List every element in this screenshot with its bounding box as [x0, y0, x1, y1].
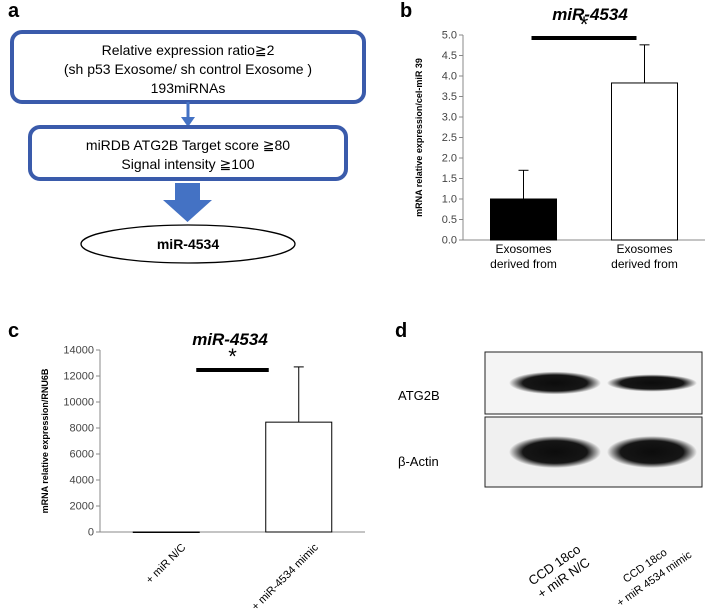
panel-label-c: c: [8, 320, 20, 342]
chart-title: miR-4534: [192, 330, 268, 349]
bar-2: [611, 82, 678, 241]
flow-box-2-line1: miRDB ATG2B Target score ≧80: [86, 137, 290, 153]
y-tick-label: 2.5: [442, 132, 457, 144]
y-tick-label: 10000: [63, 397, 94, 409]
flowchart-a: Relative expression ratio≧2 (sh p53 Exos…: [10, 30, 366, 264]
band-row2-lane2: [607, 436, 697, 468]
y-tick-label: 4.5: [442, 50, 457, 62]
flow-down-arrow: [163, 183, 212, 222]
y-tick-label: 0: [88, 527, 94, 539]
flow-box-2: [28, 125, 348, 181]
y-tick-label: 6000: [70, 449, 94, 461]
band-row2-lane1: [509, 436, 601, 468]
western-blot-d: ATG2B β-Actin CCD 18co + miR N/C CCD 18c…: [398, 351, 703, 609]
y-tick-label: 4.0: [442, 71, 457, 83]
y-tick-label: 3.0: [442, 112, 457, 124]
y-tick-label: 0.5: [442, 214, 457, 226]
blot-row-label-atg2b: ATG2B: [398, 388, 440, 403]
y-tick-label: 2000: [70, 501, 94, 513]
blot-row-label-actin: β-Actin: [398, 454, 439, 469]
result-ellipse: [80, 224, 296, 264]
flow-connector-arrowhead: [181, 117, 195, 127]
y-tick-label: 3.5: [442, 91, 457, 103]
panel-label-a: a: [8, 0, 20, 22]
flow-box-1-line2: (sh p53 Exosome/ sh control Exosome ): [64, 61, 312, 77]
y-tick-label: 5.0: [442, 30, 457, 42]
x-label-2-line1: Exosomes: [616, 242, 672, 256]
chart-b: miR-4534 0.0 0.5 1.0 1.5 2.0 2.5 3.0 3.5 4.0 4.5 5.…: [414, 5, 705, 270]
result-label: miR-4534: [157, 236, 219, 252]
chart-c: miR-4534 0 2000 4000 6000 8000 10000 12000 14000…: [40, 330, 365, 611]
y-tick-label: 2.0: [442, 153, 457, 165]
x-label-1: + miR N/C: [144, 542, 189, 587]
panel-label-d: d: [395, 320, 408, 342]
chart-title: miR-4534: [552, 5, 628, 24]
flow-box-2-line2: Signal intensity ≧100: [121, 156, 254, 172]
y-tick-label: 1.0: [442, 194, 457, 206]
significance-marker: *: [580, 12, 589, 37]
x-label-2-line2: derived from: [611, 257, 678, 270]
flow-box-1-line3: 193miRNAs: [151, 80, 226, 96]
y-tick-label: 8000: [70, 423, 94, 435]
band-row1-lane1: [509, 371, 601, 395]
significance-marker: *: [228, 344, 237, 369]
x-label-1-line1: Exosomes: [495, 242, 551, 256]
flow-box-1-line1: Relative expression ratio≧2: [102, 42, 275, 58]
y-axis-label: mRNA relative expression/RNU6B: [40, 368, 50, 513]
x-label-1-line2: derived from: [490, 257, 557, 270]
bar-1: [132, 531, 200, 533]
bar-1: [490, 198, 557, 241]
bar-2: [265, 421, 333, 533]
y-axis-label: mRNA relative expression/cel-miR 39: [414, 58, 424, 217]
y-tick-label: 14000: [63, 345, 94, 357]
panel-label-b: b: [400, 0, 413, 22]
y-tick-label: 4000: [70, 475, 94, 487]
x-label-2: + miR-4534 mimic: [249, 541, 321, 611]
band-row1-lane2: [607, 374, 697, 392]
y-tick-label: 1.5: [442, 173, 457, 185]
y-tick-label: 12000: [63, 371, 94, 383]
y-tick-label: 0.0: [442, 235, 457, 247]
